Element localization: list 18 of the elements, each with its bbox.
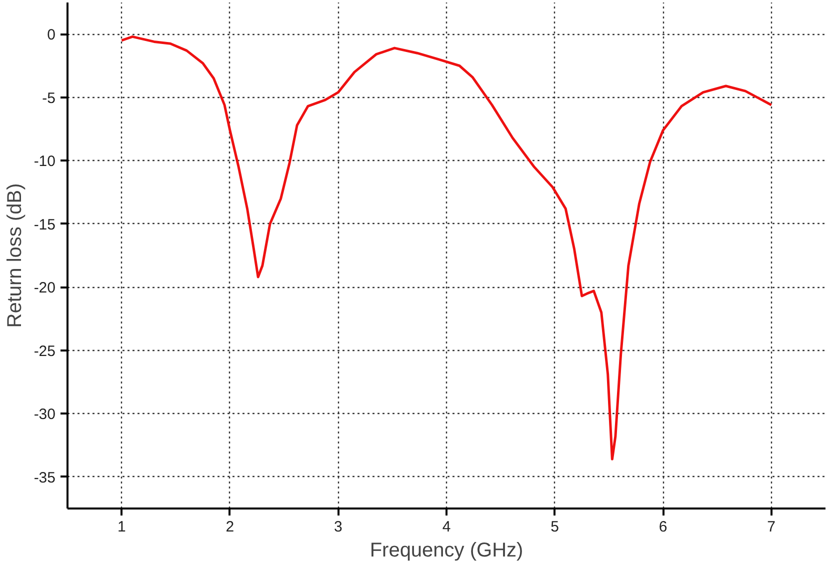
x-tick-label: 1 [117, 518, 126, 536]
y-tick-label: -5 [42, 90, 56, 107]
y-axis-title: Return loss (dB) [4, 183, 26, 328]
y-tick-label: -10 [34, 153, 56, 170]
y-tick-label: 0 [47, 26, 56, 44]
x-tick-label: 3 [334, 518, 342, 536]
x-tick-label: 2 [226, 518, 234, 536]
x-tick-label: 4 [442, 518, 451, 536]
y-tick-label: -25 [34, 342, 56, 360]
x-axis-title: Frequency (GHz) [370, 540, 524, 562]
x-tick-label: 6 [658, 518, 668, 536]
y-tick-label: -35 [34, 469, 56, 486]
x-tick-label: 5 [550, 518, 559, 536]
y-tick-label: -30 [34, 406, 56, 424]
y-tick-label: -15 [34, 216, 56, 234]
y-tick-label: -20 [34, 280, 56, 297]
x-tick-label: 7 [767, 518, 776, 536]
line-series [120, 35, 773, 460]
